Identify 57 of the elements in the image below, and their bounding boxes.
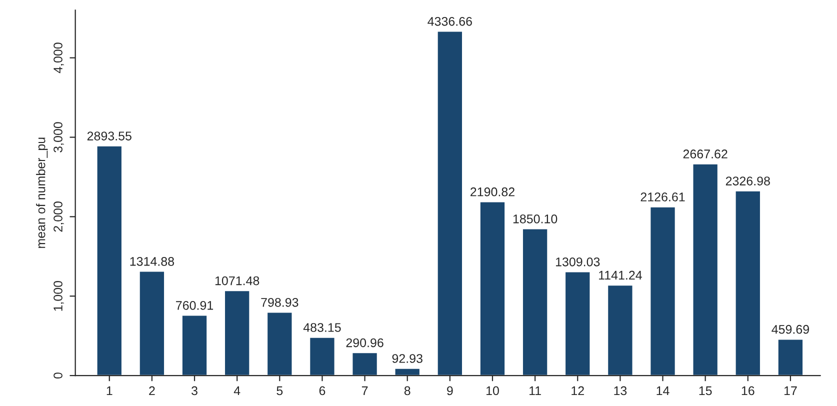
bar [692, 162, 719, 376]
data-label: 459.69 [772, 324, 809, 334]
bar [479, 200, 506, 376]
x-tick-label: 2 [149, 386, 155, 396]
data-label: 1314.88 [130, 257, 174, 266]
x-tick-label: 10 [486, 386, 499, 396]
x-tick-label: 12 [572, 386, 584, 396]
x-tick-label: 16 [742, 386, 754, 396]
data-label: 290.96 [346, 338, 384, 348]
data-label: 798.93 [261, 298, 298, 307]
x-tick-label: 5 [276, 386, 283, 396]
data-label: 92.93 [392, 354, 422, 363]
x-tick-label: 7 [362, 386, 368, 396]
bar [649, 206, 676, 376]
data-label: 1141.24 [599, 270, 642, 280]
bar [224, 290, 251, 376]
data-label: 1071.48 [215, 276, 260, 286]
data-label: 2126.61 [640, 192, 685, 202]
data-label: 2667.62 [683, 150, 728, 158]
data-label: 2190.82 [470, 187, 514, 196]
y-tick-label: 1,000 [54, 280, 64, 311]
bar [606, 284, 634, 376]
bar [394, 367, 421, 376]
data-label: 1309.03 [556, 257, 600, 266]
data-label: 760.91 [176, 301, 214, 310]
x-tick-label: 11 [530, 386, 541, 396]
x-tick-label: 4 [234, 386, 240, 396]
y-tick-label: 3,000 [54, 122, 64, 152]
x-tick-label: 1 [106, 386, 112, 396]
bar [564, 270, 592, 376]
data-label: 4336.66 [428, 16, 472, 26]
bar [777, 338, 804, 376]
bar [351, 352, 378, 376]
x-tick-label: 6 [319, 386, 326, 396]
x-tick-label: 14 [656, 386, 670, 396]
bar [266, 311, 294, 376]
bar [436, 30, 464, 376]
y-axis-title: mean of number_pu [36, 138, 48, 248]
bar [96, 145, 123, 376]
bar [181, 314, 208, 376]
y-tick-label: 4,000 [54, 42, 64, 74]
bar [308, 336, 336, 376]
x-tick-label: 9 [447, 386, 453, 396]
y-tick-label: 0 [54, 372, 62, 379]
data-label: 1850.10 [513, 214, 558, 224]
x-tick-label: 15 [699, 386, 712, 396]
x-tick-label: 17 [784, 386, 797, 396]
data-label: 2326.98 [726, 176, 770, 186]
bar [734, 190, 762, 376]
x-tick-label: 8 [404, 386, 410, 396]
bar [138, 270, 166, 376]
x-tick-label: 3 [192, 386, 198, 396]
data-label: 2893.55 [87, 132, 132, 140]
data-label: 483.15 [303, 323, 341, 332]
x-tick-label: 13 [614, 386, 627, 396]
bar [522, 228, 549, 376]
y-tick-label: 2,000 [54, 202, 64, 232]
